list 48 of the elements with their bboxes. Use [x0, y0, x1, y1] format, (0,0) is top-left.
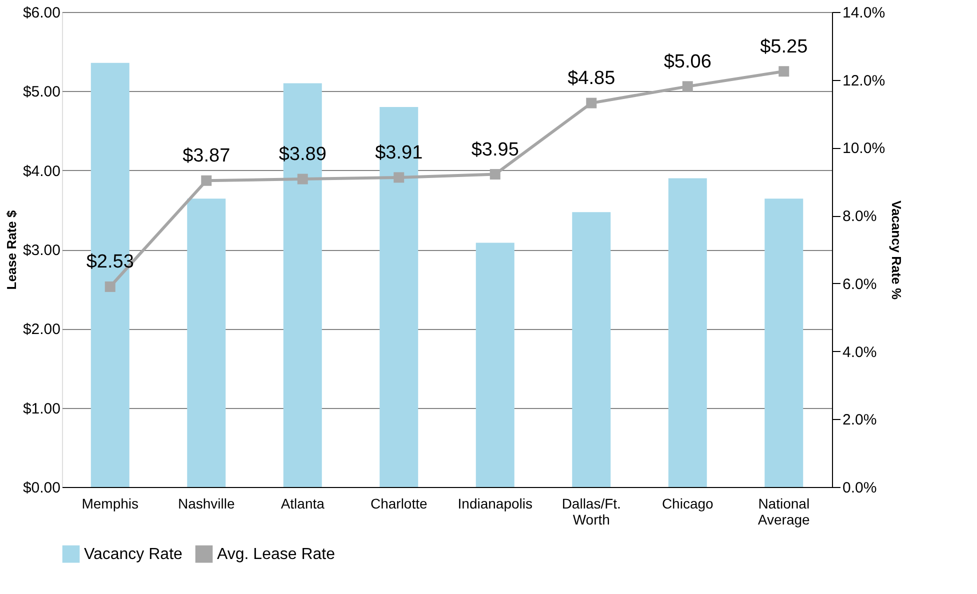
- data-label: $3.91: [375, 142, 423, 164]
- legend-label: Avg. Lease Rate: [217, 546, 336, 564]
- bar: [668, 178, 707, 487]
- point: [104, 281, 116, 292]
- y2-tick-label: 2.0%: [842, 412, 877, 429]
- data-label: $3.95: [471, 139, 519, 160]
- y2-tick-label: 6.0%: [842, 276, 877, 293]
- point: [490, 169, 500, 180]
- point: [586, 98, 597, 108]
- point: [682, 81, 693, 92]
- y-tick-label: $2.00: [22, 321, 60, 338]
- y-tick-label: $5.00: [22, 84, 60, 101]
- point: [778, 66, 790, 77]
- x-tick-label: Charlotte: [370, 496, 428, 512]
- x-tick-label: Dallas/Ft. Worth: [562, 496, 621, 528]
- x-tick-label: National Average: [758, 496, 810, 528]
- y-tick-label: $6.00: [22, 4, 60, 22]
- x-tick-label: Memphis: [82, 496, 139, 512]
- y-axis-title: Lease Rate $: [4, 209, 19, 290]
- x-tick-label: Nashville: [178, 496, 235, 512]
- data-label: $2.53: [86, 252, 134, 273]
- y2-tick-label: 10.0%: [842, 140, 886, 158]
- y-tick-label: $0.00: [22, 480, 60, 496]
- point: [201, 175, 212, 186]
- y2-axis-title: Vacancy Rate %: [889, 200, 904, 300]
- data-label: $5.25: [760, 36, 808, 58]
- data-label: $3.89: [278, 144, 326, 166]
- data-label: $5.06: [664, 51, 712, 72]
- legend-label: Vacancy Rate: [84, 546, 183, 564]
- bar: [764, 198, 804, 487]
- point: [297, 174, 308, 184]
- y2-tick-label: 12.0%: [842, 72, 886, 90]
- data-label: $3.87: [182, 146, 230, 167]
- x-tick-label: Chicago: [662, 496, 714, 512]
- y-tick-label: $3.00: [22, 242, 60, 259]
- y2-tick-label: 4.0%: [842, 344, 877, 361]
- bar: [187, 198, 226, 487]
- y-tick-label: $1.00: [22, 400, 60, 418]
- y2-tick-label: 0.0%: [842, 480, 877, 496]
- x-tick-label: Indianapolis: [458, 496, 532, 512]
- y2-tick-label: 8.0%: [842, 208, 877, 226]
- point: [394, 172, 404, 183]
- y-tick-label: $4.00: [22, 162, 60, 180]
- data-label: $4.85: [568, 68, 616, 90]
- bar: [476, 242, 514, 487]
- x-tick-label: Atlanta: [280, 496, 325, 512]
- y2-tick-label: 14.0%: [842, 4, 886, 22]
- bar: [572, 212, 611, 487]
